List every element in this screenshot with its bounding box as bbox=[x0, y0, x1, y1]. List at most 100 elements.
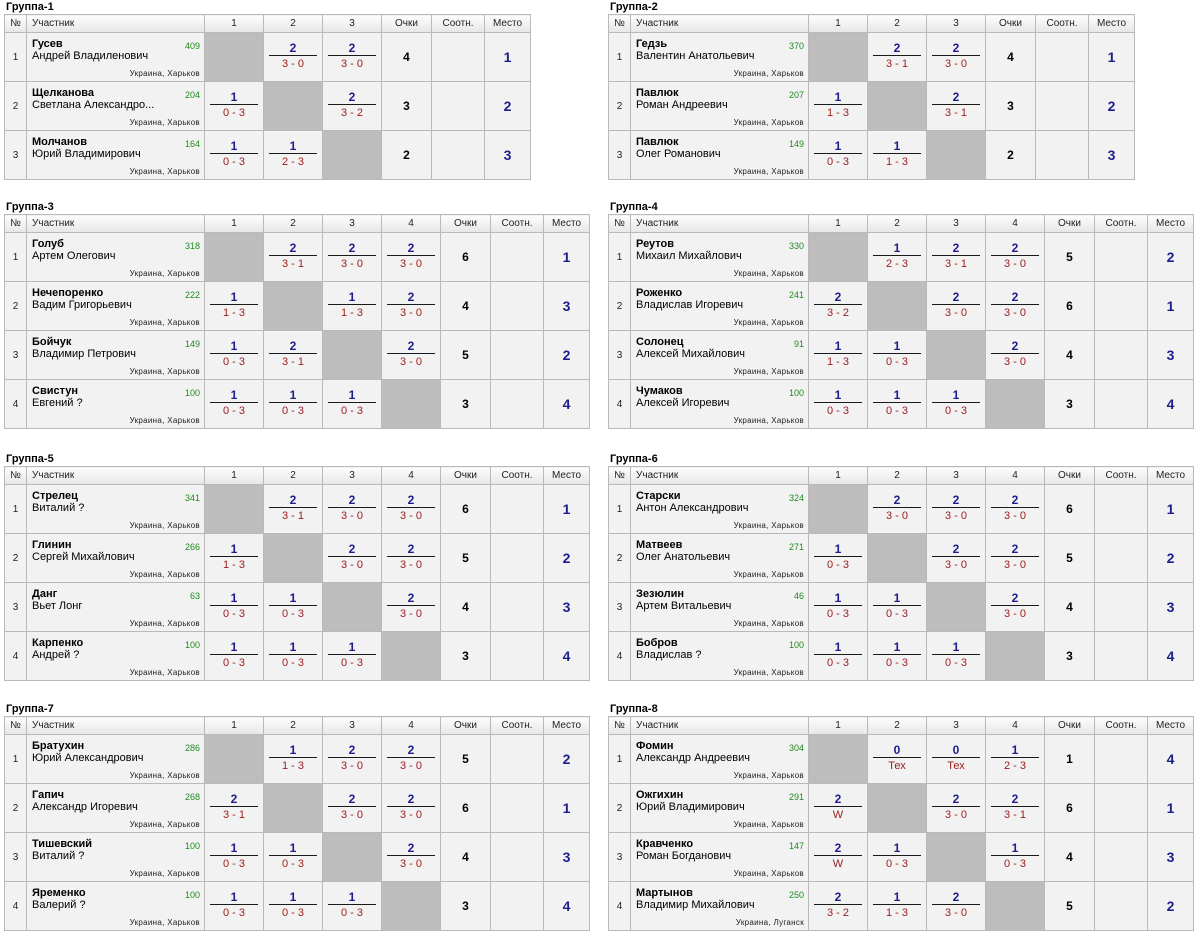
match-result-cell[interactable]: 1 0 - 3 bbox=[985, 832, 1045, 882]
match-result-cell[interactable]: 1 0 - 3 bbox=[926, 631, 986, 681]
match-result-cell[interactable]: 2 3 - 0 bbox=[381, 533, 441, 583]
match-result-cell[interactable]: 2 3 - 0 bbox=[322, 232, 382, 282]
match-result-cell[interactable]: 1 0 - 3 bbox=[867, 379, 927, 429]
match-result-cell[interactable]: 1 0 - 3 bbox=[204, 130, 264, 180]
player-surname[interactable]: Яременко bbox=[32, 887, 86, 899]
match-result-cell[interactable]: 2 3 - 1 bbox=[263, 330, 323, 380]
player-surname[interactable]: Щелканова bbox=[32, 87, 95, 99]
player-surname[interactable]: Молчанов bbox=[32, 136, 87, 148]
match-result-cell[interactable]: 1 0 - 3 bbox=[808, 379, 868, 429]
match-result-cell[interactable]: 2 3 - 0 bbox=[381, 484, 441, 534]
match-result-cell[interactable]: 2 3 - 0 bbox=[381, 281, 441, 331]
match-result-cell[interactable]: 1 2 - 3 bbox=[867, 232, 927, 282]
player-cell[interactable]: Глинин Сергей Михайлович 266 Украина, Харьк… bbox=[26, 533, 205, 583]
match-result-cell[interactable]: 0 Тех bbox=[867, 734, 927, 784]
player-cell[interactable]: Павлюк Олег Романович 149 Украина, Харьков bbox=[630, 130, 809, 180]
match-result-cell[interactable]: 1 0 - 3 bbox=[263, 631, 323, 681]
player-surname[interactable]: Бойчук bbox=[32, 336, 72, 348]
match-result-cell[interactable]: 2 3 - 2 bbox=[808, 281, 868, 331]
match-result-cell[interactable]: 2 3 - 0 bbox=[926, 533, 986, 583]
player-cell[interactable]: Зезюлин Артем Витальевич 46 Украина, Харько… bbox=[630, 582, 809, 632]
match-result-cell[interactable]: 1 0 - 3 bbox=[808, 130, 868, 180]
match-result-cell[interactable]: 1 0 - 3 bbox=[263, 582, 323, 632]
match-result-cell[interactable]: 2 3 - 0 bbox=[985, 582, 1045, 632]
match-result-cell[interactable]: 1 0 - 3 bbox=[204, 330, 264, 380]
player-cell[interactable]: Свистун Евгений ? 100 Украина, Харьков bbox=[26, 379, 205, 429]
match-result-cell[interactable]: 2 3 - 1 bbox=[263, 232, 323, 282]
match-result-cell[interactable]: 2 3 - 0 bbox=[322, 533, 382, 583]
player-surname[interactable]: Свистун bbox=[32, 385, 79, 397]
match-result-cell[interactable]: 1 1 - 3 bbox=[867, 130, 927, 180]
match-result-cell[interactable]: 1 0 - 3 bbox=[204, 631, 264, 681]
match-result-cell[interactable]: 1 1 - 3 bbox=[263, 734, 323, 784]
match-result-cell[interactable]: 2 3 - 0 bbox=[322, 32, 382, 82]
player-surname[interactable]: Чумаков bbox=[636, 385, 683, 397]
player-surname[interactable]: Старски bbox=[636, 490, 681, 502]
player-cell[interactable]: Нечепоренко Вадим Григорьевич 222 Украина, … bbox=[26, 281, 205, 331]
match-result-cell[interactable]: 2 3 - 2 bbox=[322, 81, 382, 131]
match-result-cell[interactable]: 2 3 - 0 bbox=[263, 32, 323, 82]
match-result-cell[interactable]: 2 3 - 0 bbox=[867, 484, 927, 534]
match-result-cell[interactable]: 2 3 - 0 bbox=[322, 484, 382, 534]
player-cell[interactable]: Гапич Александр Игоревич 268 Украина, Харьк… bbox=[26, 783, 205, 833]
player-surname[interactable]: Гапич bbox=[32, 789, 65, 801]
player-cell[interactable]: Тишевский Виталий ? 100 Украина, Харьков bbox=[26, 832, 205, 882]
match-result-cell[interactable]: 2 3 - 0 bbox=[381, 832, 441, 882]
player-surname[interactable]: Ожгихин bbox=[636, 789, 684, 801]
player-cell[interactable]: Карпенко Андрей ? 100 Украина, Харьков bbox=[26, 631, 205, 681]
match-result-cell[interactable]: 1 0 - 3 bbox=[204, 81, 264, 131]
match-result-cell[interactable]: 1 0 - 3 bbox=[808, 631, 868, 681]
player-surname[interactable]: Данг bbox=[32, 588, 58, 600]
match-result-cell[interactable]: 1 1 - 3 bbox=[204, 281, 264, 331]
match-result-cell[interactable]: 2 3 - 0 bbox=[926, 281, 986, 331]
match-result-cell[interactable]: 1 1 - 3 bbox=[867, 881, 927, 931]
match-result-cell[interactable]: 1 1 - 3 bbox=[322, 281, 382, 331]
player-surname[interactable]: Бобров bbox=[636, 637, 678, 649]
match-result-cell[interactable]: 0 Тех bbox=[926, 734, 986, 784]
match-result-cell[interactable]: 1 0 - 3 bbox=[808, 582, 868, 632]
player-surname[interactable]: Гусев bbox=[32, 38, 63, 50]
player-cell[interactable]: Щелканова Светлана Александро... 204 Украин… bbox=[26, 81, 205, 131]
player-cell[interactable]: Фомин Александр Андреевич 304 Украина, Харь… bbox=[630, 734, 809, 784]
player-cell[interactable]: Гусев Андрей Владиленович 409 Украина, Харь… bbox=[26, 32, 205, 82]
player-surname[interactable]: Глинин bbox=[32, 539, 72, 551]
player-surname[interactable]: Кравченко bbox=[636, 838, 694, 850]
player-surname[interactable]: Матвеев bbox=[636, 539, 683, 551]
player-cell[interactable]: Молчанов Юрий Владимирович 164 Украина, Хар… bbox=[26, 130, 205, 180]
match-result-cell[interactable]: 1 2 - 3 bbox=[985, 734, 1045, 784]
match-result-cell[interactable]: 1 0 - 3 bbox=[322, 631, 382, 681]
player-surname[interactable]: Братухин bbox=[32, 740, 85, 752]
match-result-cell[interactable]: 2 3 - 0 bbox=[926, 881, 986, 931]
match-result-cell[interactable]: 2 3 - 0 bbox=[926, 484, 986, 534]
match-result-cell[interactable]: 1 0 - 3 bbox=[867, 582, 927, 632]
player-surname[interactable]: Тишевский bbox=[32, 838, 92, 850]
player-surname[interactable]: Павлюк bbox=[636, 87, 679, 99]
match-result-cell[interactable]: 2 3 - 0 bbox=[381, 734, 441, 784]
match-result-cell[interactable]: 1 0 - 3 bbox=[204, 832, 264, 882]
player-cell[interactable]: Старски Антон Александрович 324 Украина, Ха… bbox=[630, 484, 809, 534]
player-cell[interactable]: Матвеев Олег Анатольевич 271 Украина, Харьк… bbox=[630, 533, 809, 583]
player-surname[interactable]: Мартынов bbox=[636, 887, 693, 899]
player-surname[interactable]: Гедзь bbox=[636, 38, 668, 50]
match-result-cell[interactable]: 2 3 - 0 bbox=[985, 533, 1045, 583]
match-result-cell[interactable]: 2 3 - 0 bbox=[985, 232, 1045, 282]
player-surname[interactable]: Роженко bbox=[636, 287, 683, 299]
player-cell[interactable]: Братухин Юрий Александрович 286 Украина, Ха… bbox=[26, 734, 205, 784]
match-result-cell[interactable]: 1 0 - 3 bbox=[322, 881, 382, 931]
player-cell[interactable]: Мартынов Владимир Михайлович 250 Украина, Л… bbox=[630, 881, 809, 931]
match-result-cell[interactable]: 1 1 - 3 bbox=[204, 533, 264, 583]
player-surname[interactable]: Солонец bbox=[636, 336, 684, 348]
match-result-cell[interactable]: 1 0 - 3 bbox=[867, 631, 927, 681]
match-result-cell[interactable]: 2 3 - 1 bbox=[204, 783, 264, 833]
player-cell[interactable]: Ожгихин Юрий Владимирович 291 Украина, Харь… bbox=[630, 783, 809, 833]
player-cell[interactable]: Стрелец Виталий ? 341 Украина, Харьков bbox=[26, 484, 205, 534]
match-result-cell[interactable]: 1 0 - 3 bbox=[204, 881, 264, 931]
match-result-cell[interactable]: 1 0 - 3 bbox=[204, 582, 264, 632]
match-result-cell[interactable]: 1 0 - 3 bbox=[263, 832, 323, 882]
match-result-cell[interactable]: 2 3 - 1 bbox=[985, 783, 1045, 833]
match-result-cell[interactable]: 2 3 - 0 bbox=[926, 32, 986, 82]
player-cell[interactable]: Яременко Валерий ? 100 Украина, Харьков bbox=[26, 881, 205, 931]
player-surname[interactable]: Павлюк bbox=[636, 136, 679, 148]
player-cell[interactable]: Кравченко Роман Богданович 147 Украина, Хар… bbox=[630, 832, 809, 882]
